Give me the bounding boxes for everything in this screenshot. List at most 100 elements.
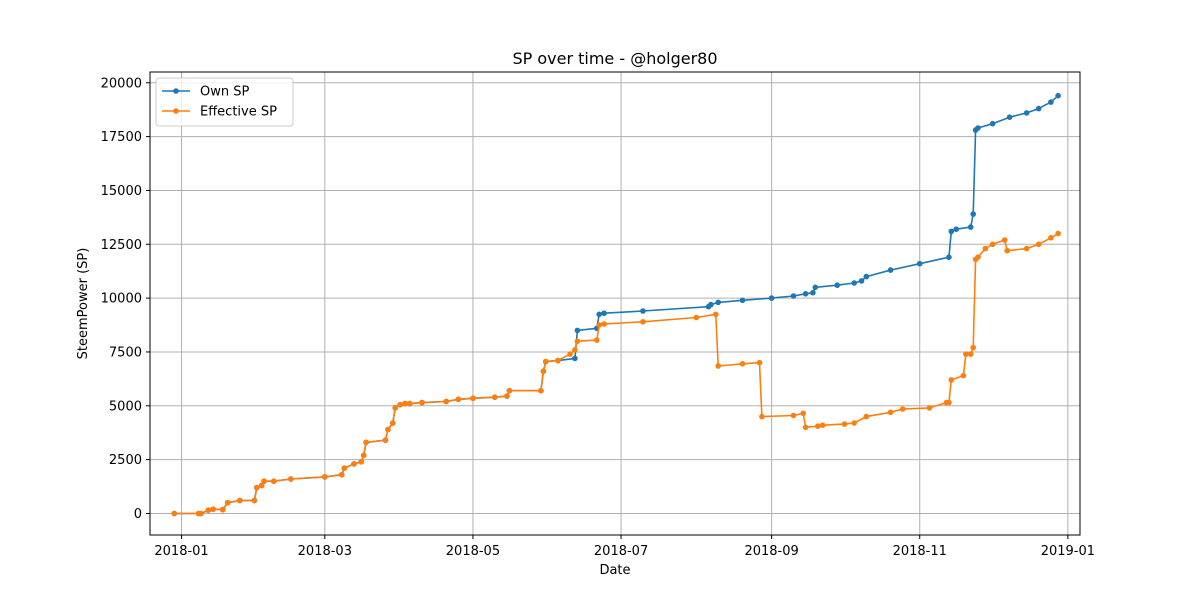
data-point	[363, 439, 369, 446]
data-point	[1055, 92, 1061, 99]
data-point	[397, 401, 403, 408]
data-point	[739, 297, 746, 304]
data-point	[810, 289, 816, 296]
data-point	[443, 398, 450, 405]
data-point	[538, 387, 544, 394]
data-point	[967, 351, 974, 357]
legend-item: Own SP	[162, 85, 249, 100]
data-point	[358, 459, 365, 465]
data-point	[572, 355, 578, 362]
data-point	[982, 245, 989, 252]
data-point	[953, 226, 959, 232]
data-point	[989, 241, 996, 248]
data-point	[596, 311, 602, 318]
x-tick-label: 2018-11	[893, 544, 947, 559]
data-point	[288, 476, 294, 482]
legend-label: Own SP	[200, 85, 249, 100]
y-tick-label: 12500	[101, 238, 142, 253]
data-point	[360, 452, 367, 459]
data-point	[198, 510, 204, 517]
data-point	[790, 293, 797, 299]
data-point	[926, 405, 933, 411]
data-point	[1035, 105, 1042, 112]
y-axis-label: SteemPower (SP)	[76, 248, 91, 360]
data-point	[1048, 235, 1054, 241]
data-point	[841, 421, 848, 427]
x-tick-label: 2018-01	[154, 544, 208, 559]
data-point	[385, 426, 391, 433]
data-point	[975, 254, 981, 260]
data-point	[715, 363, 721, 369]
data-point	[858, 278, 865, 284]
data-point	[713, 311, 719, 318]
data-point	[271, 478, 277, 485]
data-point	[946, 399, 952, 406]
data-point	[887, 267, 894, 273]
data-point	[339, 471, 345, 478]
data-point	[205, 507, 212, 513]
data-point	[407, 400, 413, 407]
y-tick-label: 10000	[101, 292, 142, 307]
data-point	[960, 372, 967, 379]
data-point	[596, 322, 602, 328]
data-point	[455, 396, 462, 403]
ticks: 2018-01 2018-03 2018-05 2018-07 2018-09 2018-…	[101, 76, 1095, 559]
data-point	[341, 465, 348, 472]
legend-swatch-marker	[173, 108, 179, 114]
data-point	[390, 420, 396, 426]
legend: Own SP Effective SP	[155, 77, 294, 127]
data-point	[899, 406, 906, 412]
y-tick-label: 17500	[101, 130, 142, 145]
data-point	[851, 280, 857, 286]
data-point	[601, 310, 607, 317]
data-point	[253, 484, 260, 491]
data-point	[812, 284, 819, 291]
legend-box	[155, 77, 294, 127]
data-point	[322, 474, 328, 480]
data-point	[210, 506, 216, 512]
data-point	[739, 361, 746, 367]
data-point	[819, 422, 826, 429]
data-point	[1035, 241, 1042, 248]
legend-label: Effective SP	[200, 105, 277, 120]
y-tick-label: 2500	[109, 453, 142, 468]
data-point	[504, 393, 510, 399]
data-point	[251, 497, 258, 504]
data-point	[237, 497, 243, 504]
data-point	[708, 301, 714, 308]
data-point	[834, 282, 840, 289]
x-tick-label: 2018-03	[298, 544, 352, 559]
data-point	[506, 387, 513, 394]
x-tick-label: 2018-05	[446, 544, 500, 559]
y-tick-label: 15000	[101, 184, 142, 199]
data-point	[693, 314, 700, 321]
data-point	[802, 291, 809, 297]
x-tick-label: 2019-01	[1041, 544, 1095, 559]
data-point	[802, 424, 809, 431]
data-point	[790, 412, 797, 419]
data-point	[1004, 247, 1010, 254]
legend-item: Effective SP	[162, 105, 277, 120]
data-point	[863, 273, 870, 280]
data-point	[851, 420, 857, 426]
data-point	[258, 482, 265, 489]
y-tick-label: 7500	[109, 345, 142, 360]
data-point	[970, 211, 976, 217]
data-point	[967, 224, 974, 230]
data-point	[815, 423, 821, 430]
data-point	[948, 228, 955, 235]
y-tick-label: 20000	[101, 76, 142, 91]
data-point	[171, 510, 178, 517]
data-point	[963, 351, 969, 357]
data-point	[989, 120, 996, 127]
data-point	[567, 351, 573, 357]
grid	[150, 72, 1080, 535]
y-tick-label: 5000	[109, 399, 142, 414]
data-point	[1048, 99, 1054, 105]
data-point	[594, 337, 600, 343]
data-point	[1001, 237, 1008, 243]
series-effective-sp	[171, 230, 1061, 517]
data-point	[402, 400, 408, 407]
data-point	[1055, 230, 1061, 237]
